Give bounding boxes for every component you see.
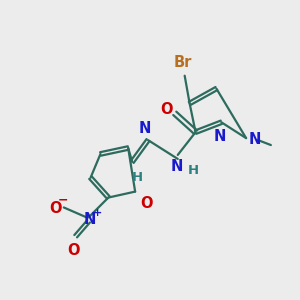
Text: H: H — [132, 171, 143, 184]
Text: N: N — [249, 132, 261, 147]
Text: O: O — [50, 201, 62, 216]
Text: O: O — [160, 102, 173, 117]
Text: −: − — [58, 193, 68, 206]
Text: O: O — [140, 196, 153, 211]
Text: N: N — [139, 121, 151, 136]
Text: Br: Br — [173, 55, 192, 70]
Text: N: N — [213, 129, 226, 144]
Text: H: H — [188, 164, 199, 177]
Text: N: N — [171, 159, 183, 174]
Text: N: N — [83, 212, 96, 227]
Text: O: O — [68, 243, 80, 258]
Text: +: + — [93, 208, 102, 218]
